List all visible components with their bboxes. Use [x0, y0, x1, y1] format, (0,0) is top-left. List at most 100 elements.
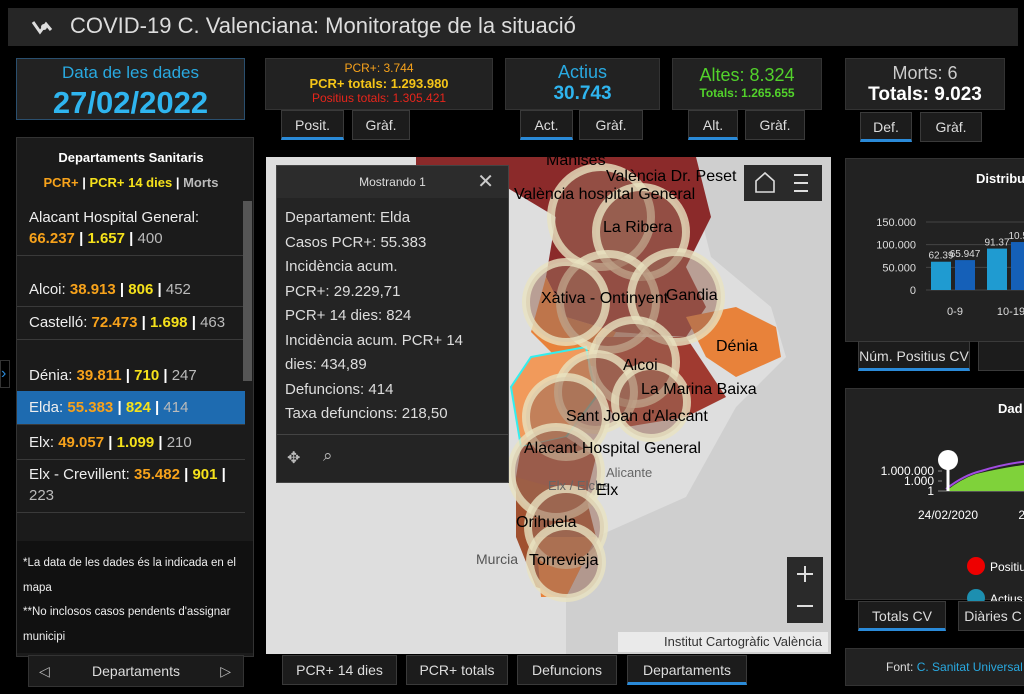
- list-items: Alacant Hospital General: 66.237 | 1.657…: [17, 201, 245, 541]
- popup-zoom[interactable]: ⌕: [323, 446, 333, 465]
- item-morts: 400: [137, 230, 163, 247]
- item-sep: |: [119, 281, 125, 298]
- popup-move[interactable]: ✥: [287, 450, 301, 467]
- legend-item: PCR+: [43, 175, 79, 190]
- item-pcr14: 710: [134, 367, 160, 384]
- tab[interactable]: Gràf.: [920, 112, 982, 142]
- item-pcr: 35.482: [134, 466, 180, 483]
- popup-line: PCR+: 29.229,71: [285, 282, 401, 300]
- y-tick-label: 150.000: [876, 217, 916, 229]
- popup-line: dies: 434,89: [285, 356, 367, 373]
- popup-line: Defuncions: 414: [285, 380, 394, 398]
- logo: [31, 21, 53, 35]
- popup-line: Taxa defuncions: 218,50: [285, 405, 448, 422]
- side-arrow[interactable]: ›: [0, 360, 10, 388]
- popup-body: Departament: Elda Casos PCR+: 55.383 Incid…: [285, 206, 463, 427]
- tab[interactable]: PCR+ 14 dies: [282, 655, 397, 685]
- item-pcr14: 824: [125, 399, 151, 416]
- item-sep: |: [108, 434, 113, 451]
- list-item[interactable]: Dénia: 39.811 | 710 | 247: [17, 359, 245, 393]
- popup-line: Incidència acum. PCR+ 14: [285, 331, 464, 349]
- item-sep: |: [155, 399, 160, 416]
- tab[interactable]: Gràf.: [352, 110, 410, 140]
- popup-divider: [277, 434, 508, 435]
- item-sep: |: [125, 367, 130, 384]
- item-pcr: 39.811: [76, 367, 122, 384]
- item-sep: |: [184, 466, 189, 483]
- list-item[interactable]: Elda: 55.383 | 824 | 414: [17, 391, 245, 425]
- tab[interactable]: Alt.: [688, 110, 738, 140]
- list-item[interactable]: Castelló: 72.473 | 1.698 | 463: [17, 306, 245, 340]
- tab[interactable]: Núm. Positius CV: [858, 341, 970, 371]
- item-name: Alacant Hospital General:: [29, 209, 200, 226]
- tab[interactable]: Gràf.: [579, 110, 643, 140]
- item-morts: 223: [29, 487, 55, 504]
- map-tools: [744, 165, 822, 201]
- list-item[interactable]: Elx - Crevillent: 35.482 | 901 | 223: [17, 458, 245, 513]
- tab[interactable]: Defuncions: [517, 655, 617, 685]
- popup-close[interactable]: ✕: [477, 171, 494, 193]
- nav-next[interactable]: ▷: [220, 663, 231, 679]
- x-tick-label: 10-19: [997, 306, 1024, 318]
- popup-title: Mostrando 1: [277, 166, 508, 198]
- altes-label: Altes: 8.324: [699, 65, 795, 85]
- y-tick-label: 1.000.000: [881, 464, 935, 478]
- nav-prev[interactable]: ◁: [39, 663, 50, 679]
- tab[interactable]: Departaments: [627, 655, 747, 685]
- zoom-in[interactable]: [797, 566, 813, 582]
- item-pcr14: 1.099: [116, 434, 155, 451]
- list-item[interactable]: Elx: 49.057 | 1.099 | 210: [17, 426, 245, 460]
- map-label: Gandia: [666, 287, 718, 304]
- list-button[interactable]: [794, 174, 808, 192]
- list-item[interactable]: Alacant Hospital General: 66.237 | 1.657…: [17, 201, 245, 256]
- nav-label: Departaments: [92, 663, 180, 679]
- title: COVID-19 C. Valenciana: Monitoratge de l…: [70, 13, 576, 38]
- value-label: 65.947: [950, 249, 981, 260]
- popup-line: PCR+ 14 dies: 824: [285, 307, 412, 324]
- bar: [931, 261, 951, 290]
- map-label: Sant Joan d'Alacant: [566, 408, 708, 425]
- tab[interactable]: [978, 341, 1024, 371]
- tab[interactable]: Totals CV: [858, 601, 946, 631]
- base-label: Murcia: [476, 551, 518, 567]
- home-button[interactable]: [755, 171, 775, 193]
- map-label: València Dr. Peset: [606, 168, 737, 185]
- actius-value: 30.743: [553, 83, 612, 104]
- tab[interactable]: Gràf.: [745, 110, 805, 140]
- item-pcr: 72.473: [91, 314, 138, 331]
- map-label: Orihuela: [516, 514, 577, 531]
- tab[interactable]: Act.: [520, 110, 573, 140]
- morts-panel: Morts: 6 Totals: 9.023: [845, 58, 1005, 110]
- attribution-bg: [618, 632, 828, 652]
- item-sep: |: [163, 367, 168, 384]
- list-item[interactable]: Alcoi: 38.913 | 806 | 452: [17, 273, 245, 307]
- altes-total: Totals: 1.265.655: [699, 86, 795, 100]
- legend-sep: |: [82, 175, 86, 190]
- list-panel: Departaments Sanitaris PCR+ | PCR+ 14 di…: [16, 137, 254, 657]
- tab[interactable]: Diàries C: [958, 601, 1024, 631]
- map-label: La Ribera: [603, 219, 672, 236]
- bar: [955, 260, 975, 290]
- morts-label: Morts: 6: [892, 63, 958, 83]
- list-nav[interactable]: ◁ Departaments ▷: [28, 655, 244, 687]
- note: **No inclosos casos pendents d'assignar …: [23, 606, 231, 643]
- panel-title: Distribu: [976, 171, 1024, 186]
- item-morts: 210: [166, 434, 192, 451]
- item-name: Elda:: [29, 399, 64, 416]
- note: *La data de les dades és la indicada en …: [23, 557, 236, 594]
- map-label: València hospital General: [514, 186, 695, 203]
- popup-line: Casos PCR+: 55.383: [285, 233, 427, 251]
- x-tick-label: 0-9: [947, 306, 963, 318]
- popup-line: Departament: Elda: [285, 209, 411, 226]
- item-morts: 247: [171, 367, 197, 384]
- tab[interactable]: PCR+ totals: [406, 655, 508, 685]
- tab[interactable]: Posit.: [281, 110, 344, 140]
- tab[interactable]: Def.: [860, 112, 912, 142]
- legend-item: PCR+ 14 dies: [89, 175, 173, 190]
- circles: [507, 163, 725, 602]
- item-morts: 452: [165, 281, 191, 298]
- bar: [987, 248, 1007, 290]
